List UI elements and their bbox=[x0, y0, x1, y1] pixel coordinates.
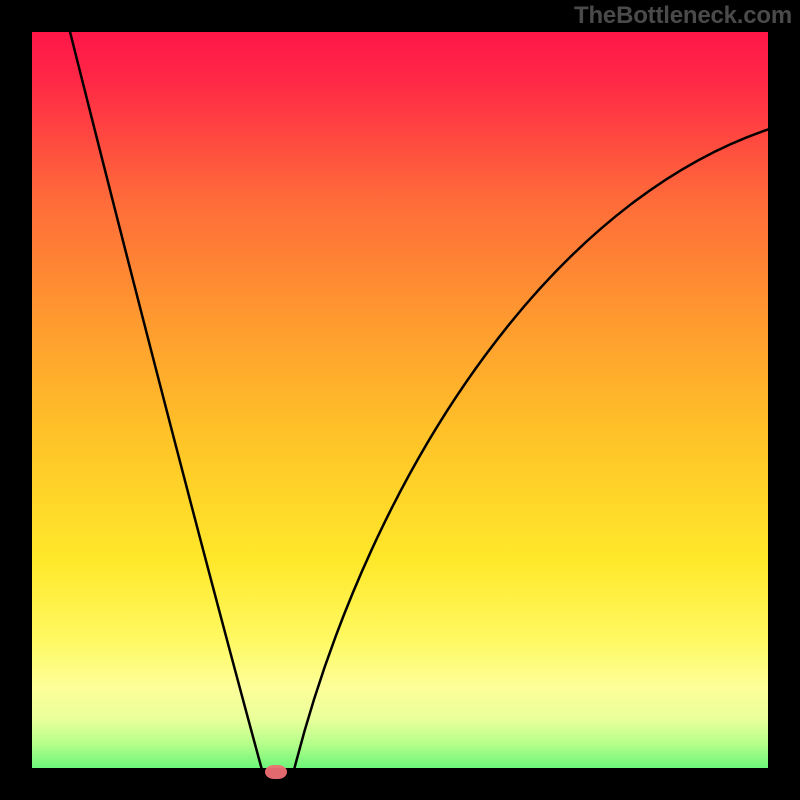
watermark-text: TheBottleneck.com bbox=[574, 2, 792, 30]
frame-right bbox=[768, 0, 800, 800]
frame-left bbox=[0, 0, 32, 800]
curve-path bbox=[62, 0, 800, 780]
chart-stage: TheBottleneck.com bbox=[0, 0, 800, 800]
minimum-marker bbox=[265, 765, 287, 779]
bottleneck-curve bbox=[0, 0, 800, 800]
frame-bottom bbox=[0, 768, 800, 800]
